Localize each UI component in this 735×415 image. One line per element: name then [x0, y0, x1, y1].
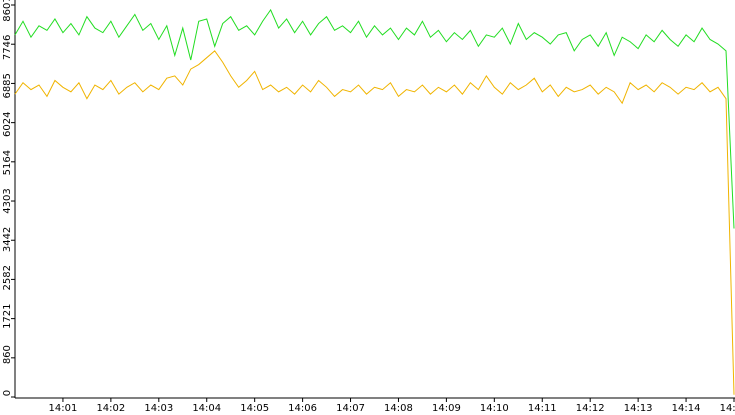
- x-tick-label: 14:07: [336, 403, 365, 414]
- y-tick-label: 5164: [2, 150, 13, 175]
- x-tick-label: 14:02: [96, 403, 125, 414]
- x-tick-label: 14:11: [528, 403, 557, 414]
- x-tick-label: 14:03: [144, 403, 173, 414]
- y-tick-label: 860: [2, 345, 13, 364]
- x-tick-label: 14:12: [576, 403, 605, 414]
- x-tick-label: 14:13: [624, 403, 653, 414]
- x-tick-label: 14:09: [432, 403, 461, 414]
- x-tick-label: 14:14: [672, 403, 701, 414]
- x-tick-label: 14:04: [192, 403, 221, 414]
- y-tick-label: 1721: [2, 303, 13, 328]
- x-tick-label: 14:01: [49, 403, 78, 414]
- y-tick-label: 7746: [2, 35, 13, 60]
- y-tick-label: 0: [2, 390, 13, 396]
- y-tick-label: 3442: [2, 227, 13, 252]
- x-tick-label: 14:10: [480, 403, 509, 414]
- y-tick-label: 4303: [2, 188, 13, 213]
- x-tick-label: 14:15: [720, 403, 735, 414]
- x-tick-label: 14:05: [240, 403, 269, 414]
- x-tick-label: 14:06: [288, 403, 317, 414]
- y-tick-label: 8607: [2, 0, 13, 22]
- y-tick-label: 2582: [2, 265, 13, 290]
- line-series: [14, 50, 735, 395]
- line-series: [14, 8, 735, 229]
- y-tick-label: 6024: [2, 112, 13, 137]
- x-tick-label: 14:08: [384, 403, 413, 414]
- y-tick-label: 6885: [2, 73, 13, 98]
